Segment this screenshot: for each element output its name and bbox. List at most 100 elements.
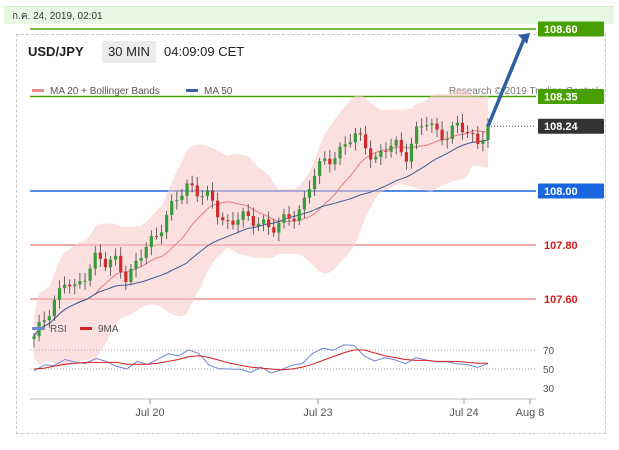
candle-body — [379, 150, 383, 157]
current-label-2: 108.24 — [544, 121, 579, 133]
candle-body — [190, 183, 194, 186]
rsi-tick-30: 30 — [543, 384, 555, 395]
candle-body — [200, 196, 204, 198]
candle-body — [83, 280, 87, 282]
candle-body — [465, 132, 470, 134]
rsi-legend: RSI 9MA — [32, 324, 119, 335]
candle-body — [318, 161, 322, 176]
candle-body — [52, 299, 57, 317]
candle-body — [32, 336, 36, 339]
resistance-label-0: 108.60 — [544, 24, 578, 36]
timestamp-bar: ก.ค. 24, 2019, 02:01 — [4, 6, 614, 24]
candle-body — [129, 268, 133, 282]
ma50-legend-swatch — [186, 89, 198, 92]
candle-body — [455, 122, 459, 126]
pivot-label-3: 108.00 — [544, 186, 578, 198]
ma9-line — [33, 349, 488, 371]
candle-body — [312, 175, 317, 190]
candle-body — [282, 214, 286, 223]
ma9-legend-swatch — [80, 327, 92, 330]
candle-body — [404, 152, 408, 162]
candle-body — [486, 123, 490, 140]
candle-body — [205, 190, 210, 197]
candle-body — [445, 138, 449, 141]
candle-body — [430, 123, 434, 126]
pivot-badge-3 — [538, 183, 604, 199]
candle-body — [272, 227, 276, 233]
candle-body — [277, 222, 281, 233]
candle-body — [231, 220, 235, 225]
support-label-4: 107.80 — [544, 240, 578, 252]
candle-body — [348, 142, 352, 145]
candle-body — [363, 134, 368, 149]
candle-body — [369, 148, 373, 160]
resistance-label-1: 108.35 — [544, 92, 578, 104]
ma20-legend: MA 20 + Bollinger Bands — [32, 86, 160, 97]
candle-body — [134, 260, 138, 269]
candle-body — [399, 139, 403, 153]
candle-body — [180, 195, 184, 201]
candle-body — [246, 211, 250, 217]
candle-body — [307, 189, 312, 198]
x-axis: Jul 20 Jul 23 Jul 24 Aug 8 — [30, 398, 545, 419]
candle-body — [195, 185, 199, 197]
x-tick-label: Aug 8 — [516, 407, 545, 419]
candle-body — [435, 123, 439, 130]
candle-body — [93, 252, 97, 269]
candle-body — [353, 133, 357, 143]
candle-body — [481, 139, 485, 144]
candle-body — [343, 144, 347, 147]
candle-body — [165, 214, 169, 233]
candle-body — [216, 200, 220, 218]
candle-body — [425, 125, 429, 127]
candle-body — [47, 316, 51, 321]
x-tick-label: Jul 20 — [135, 407, 164, 419]
timestamp-label: ก.ค. 24, 2019, 02:01 — [12, 11, 103, 22]
symbol-label: USD/JPY — [28, 44, 84, 59]
candle-body — [323, 158, 327, 162]
candle-body — [108, 259, 113, 268]
credit-label: Research © 2019 Trading Central — [449, 86, 598, 97]
support-label-5: 107.60 — [544, 294, 578, 306]
candle-body — [394, 139, 398, 146]
candle-body — [124, 271, 128, 282]
candle-body — [103, 258, 108, 268]
x-tick-label: Jul 24 — [449, 407, 478, 419]
candle-body — [221, 217, 225, 221]
chart-frame — [16, 34, 606, 434]
candle-body — [358, 133, 363, 135]
candle-body — [292, 218, 296, 221]
rsi-tick-50: 50 — [543, 365, 555, 376]
resistance-badge-0 — [538, 21, 604, 37]
candle-body — [251, 216, 255, 226]
candle-body — [63, 284, 67, 289]
candle-body — [256, 223, 261, 226]
candle-body — [450, 125, 454, 139]
rsi-legend-swatch — [32, 327, 44, 330]
ma50-line — [33, 139, 489, 337]
candle-body — [98, 252, 102, 259]
candle-body — [154, 236, 159, 238]
level-labels: 108.60 108.35 108.24 108.00 107.80 107.60 — [538, 21, 604, 306]
forecast-arrow — [486, 33, 530, 127]
candle-body — [119, 255, 123, 272]
candle-body — [210, 190, 215, 201]
ma20-legend-swatch — [32, 89, 44, 92]
candle-body — [144, 246, 148, 258]
candle-body — [57, 288, 62, 300]
candle-body — [175, 200, 179, 202]
ma20-legend-label: MA 20 + Bollinger Bands — [50, 86, 160, 97]
candle-body — [68, 284, 72, 287]
candle-body — [114, 255, 118, 260]
candle-body — [328, 158, 332, 165]
candle-body — [333, 158, 337, 165]
candle-body — [185, 183, 189, 196]
candle-body — [149, 236, 153, 247]
candle-body — [389, 145, 393, 152]
candle-body — [384, 150, 388, 152]
ma50-legend-label: MA 50 — [204, 86, 233, 97]
candle-body — [78, 281, 82, 285]
candle-body — [236, 219, 240, 225]
ma9-legend-label: 9MA — [98, 324, 119, 335]
candle-body — [297, 209, 301, 221]
